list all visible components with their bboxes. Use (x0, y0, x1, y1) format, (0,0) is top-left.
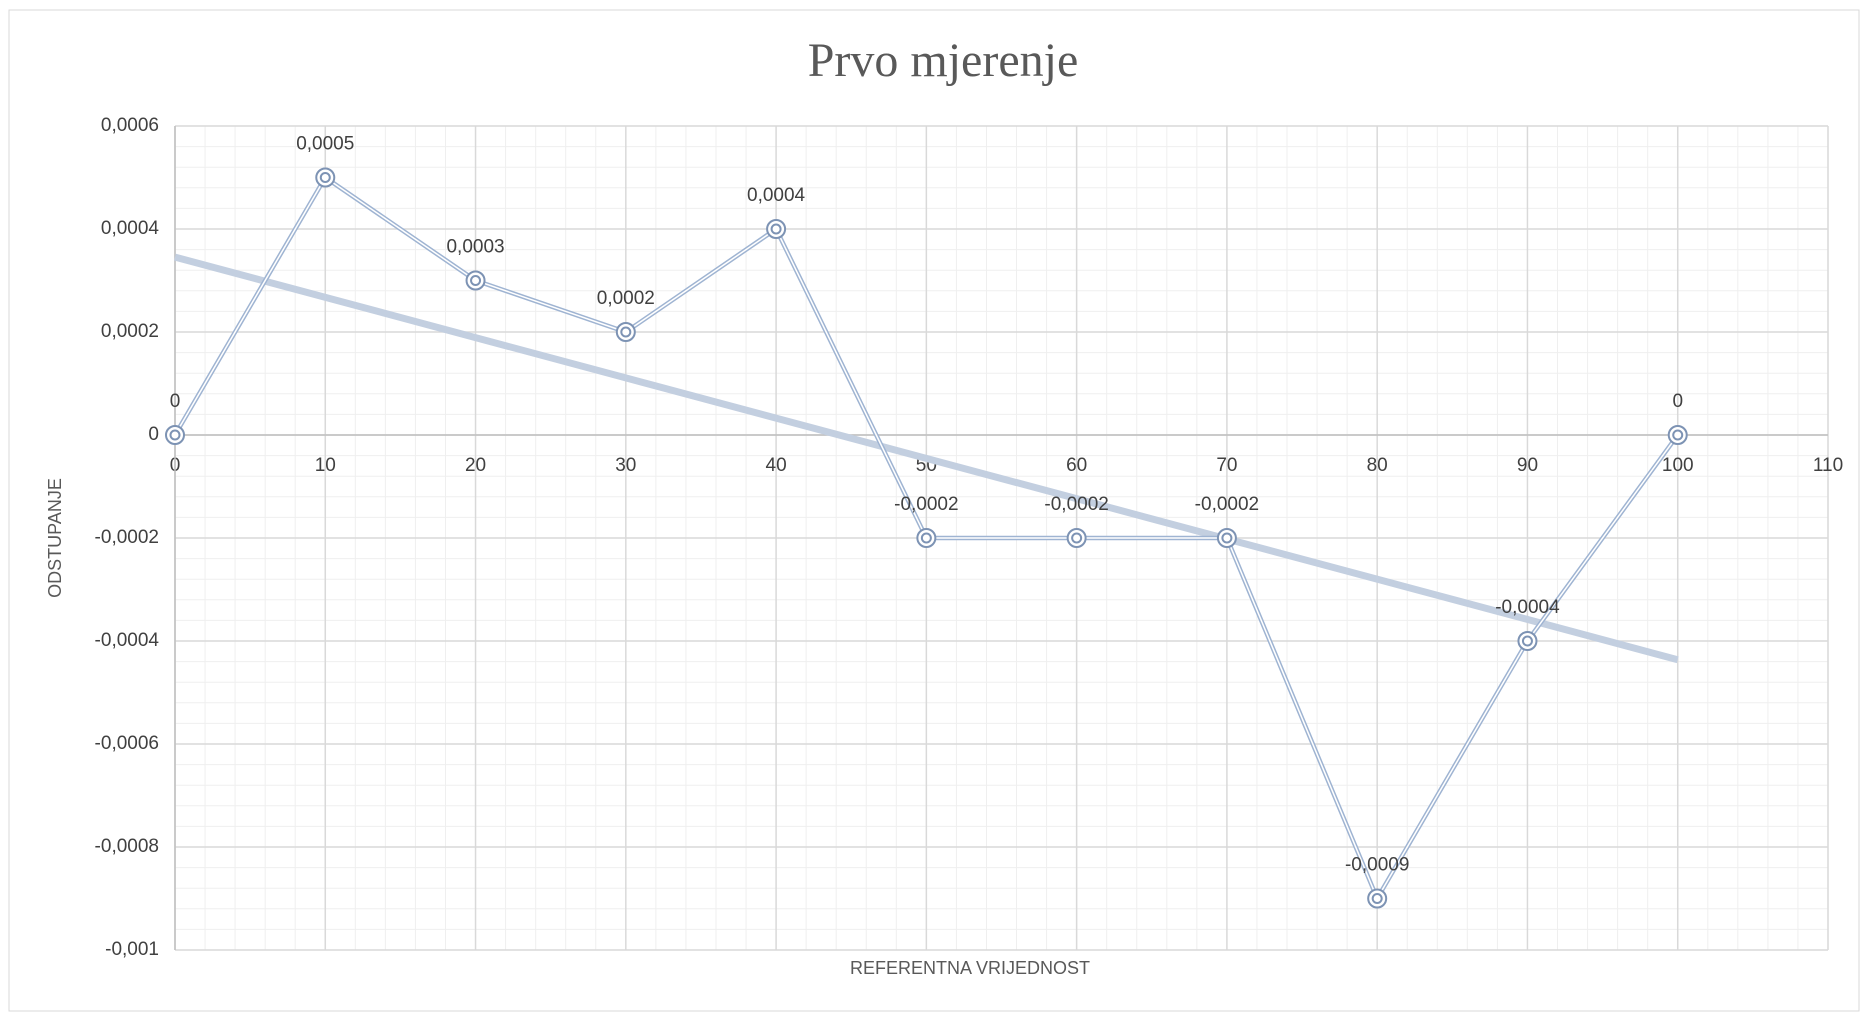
marker-inner (920, 532, 932, 544)
y-tick-label: -0,0002 (95, 527, 159, 548)
y-tick-label: 0,0006 (101, 115, 159, 136)
data-label: -0,0002 (894, 494, 958, 515)
y-tick-label: -0,0008 (95, 836, 159, 857)
trendline (174, 253, 1679, 664)
data-label: 0 (1672, 391, 1683, 412)
y-tick-label: 0,0002 (101, 321, 159, 342)
y-tick-label: -0,0004 (95, 630, 160, 651)
data-label: -0,0009 (1345, 855, 1409, 876)
marker-inner (169, 429, 181, 441)
y-tick-label: -0,001 (105, 939, 159, 960)
x-tick-label: 30 (615, 455, 636, 476)
data-label: 0,0004 (747, 185, 806, 206)
marker-inner (1221, 532, 1233, 544)
x-tick-label: 100 (1662, 455, 1694, 476)
marker-inner (1521, 635, 1533, 647)
marker-inner (470, 275, 482, 286)
y-tick-label: 0,0004 (101, 218, 160, 239)
data-label: 0 (170, 391, 181, 412)
marker-inner (620, 326, 632, 338)
x-tick-label: 80 (1367, 455, 1388, 476)
x-tick-label: 110 (1813, 455, 1843, 476)
marker-inner (770, 223, 782, 235)
y-axis-label: ODSTUPANJE (45, 478, 65, 598)
data-label: 0,0005 (296, 134, 354, 155)
chart-title: Prvo mjerenje (808, 34, 1079, 87)
x-tick-label: 40 (766, 455, 787, 476)
y-tick-label: 0 (148, 424, 159, 445)
x-tick-label: 10 (315, 455, 336, 476)
data-label: -0,0004 (1495, 597, 1560, 618)
marker-inner (1672, 429, 1684, 441)
data-label: -0,0002 (1044, 494, 1108, 515)
x-tick-label: 60 (1066, 455, 1087, 476)
data-label: 0,0003 (446, 237, 504, 258)
x-tick-label: 90 (1517, 455, 1538, 476)
data-label: 0,0002 (597, 288, 655, 309)
marker-inner (319, 172, 331, 183)
x-tick-label: 20 (465, 455, 486, 476)
x-axis-label: REFERENTNA VRIJEDNOST (850, 958, 1090, 978)
data-label: -0,0002 (1195, 494, 1259, 515)
y-tick-label: -0,0006 (95, 733, 159, 754)
marker-inner (1071, 532, 1083, 544)
marker-inner (1371, 893, 1383, 904)
x-tick-label: 70 (1216, 455, 1237, 476)
